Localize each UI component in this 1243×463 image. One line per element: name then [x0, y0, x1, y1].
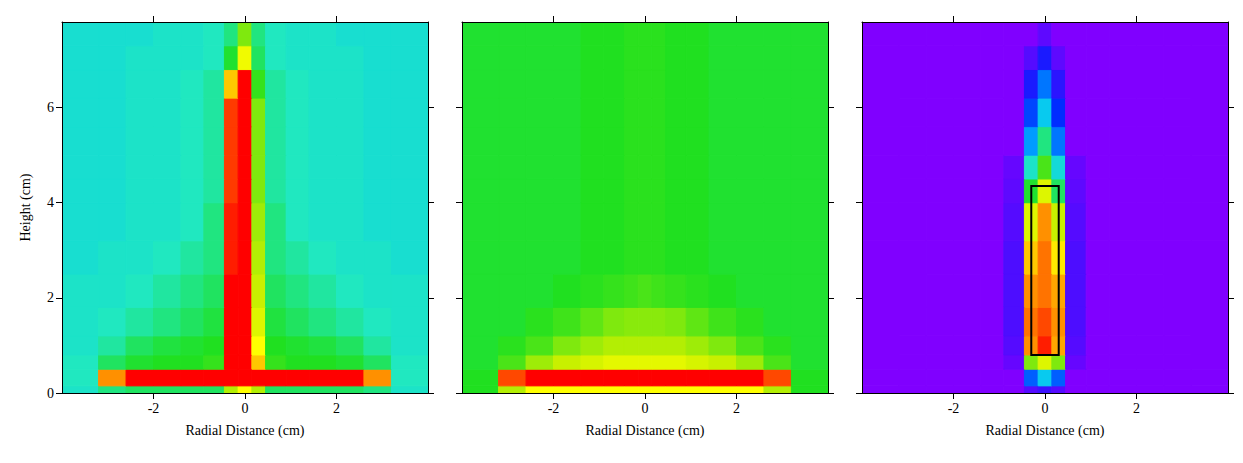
svg-text:Radial Distance (cm): Radial Distance (cm): [986, 423, 1105, 439]
svg-text:0: 0: [1042, 401, 1049, 416]
svg-text:Radial Distance (cm): Radial Distance (cm): [586, 423, 705, 439]
svg-text:-2: -2: [548, 401, 560, 416]
svg-text:6: 6: [47, 100, 54, 115]
svg-text:2: 2: [1133, 401, 1140, 416]
svg-text:0: 0: [642, 401, 649, 416]
svg-text:Radial Distance (cm): Radial Distance (cm): [186, 423, 305, 439]
svg-text:2: 2: [333, 401, 340, 416]
svg-text:2: 2: [47, 290, 54, 305]
svg-text:0: 0: [47, 386, 54, 401]
svg-text:4: 4: [47, 195, 54, 210]
svg-text:2: 2: [733, 401, 740, 416]
svg-text:-2: -2: [948, 401, 960, 416]
svg-text:Height (cm): Height (cm): [18, 173, 34, 241]
svg-text:0: 0: [242, 401, 249, 416]
svg-text:-2: -2: [148, 401, 160, 416]
